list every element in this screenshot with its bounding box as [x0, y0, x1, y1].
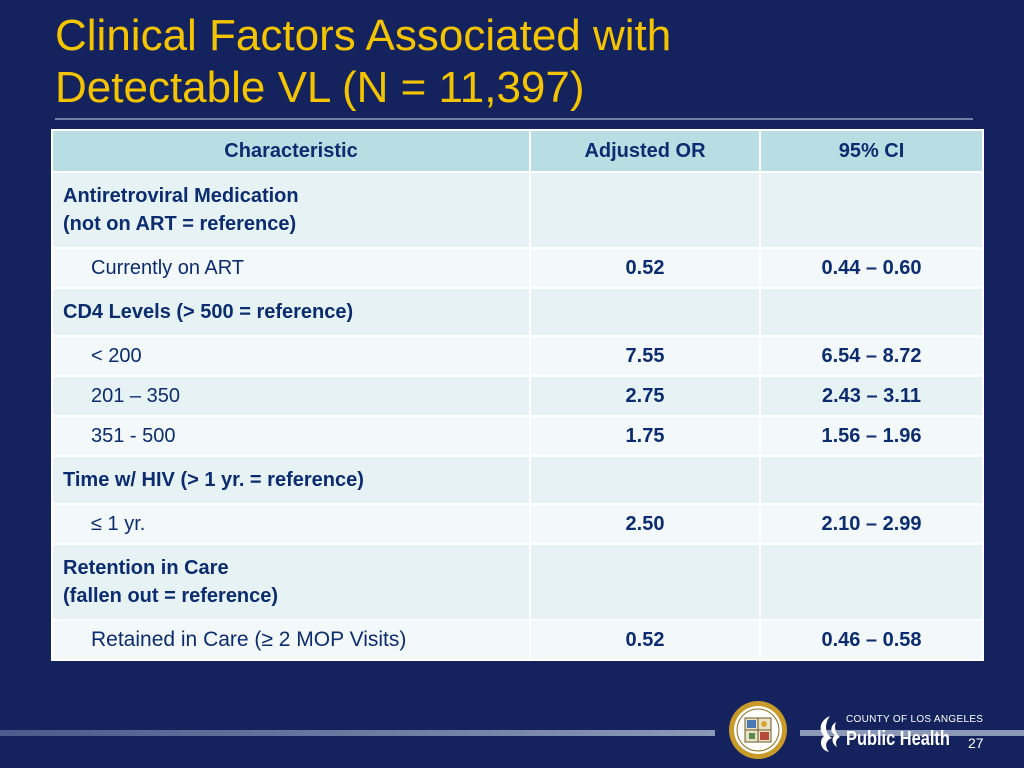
adjusted-or-cell: 7.55: [529, 335, 761, 377]
group-label-text: Retention in Care: [63, 557, 229, 579]
adjusted-or-cell: 0.52: [529, 619, 761, 661]
group-label-time-hiv: Time w/ HIV (> 1 yr. = reference): [51, 455, 531, 505]
page-number: 27: [968, 735, 984, 751]
row-label: 351 - 500: [51, 415, 531, 457]
ci-cell: 0.46 – 0.58: [759, 619, 984, 661]
ci-cell: 2.10 – 2.99: [759, 503, 984, 545]
table-row: Retained in Care (≥ 2 MOP Visits) 0.52 0…: [51, 619, 984, 661]
adjusted-or-cell: 2.50: [529, 503, 761, 545]
footer-bar: [0, 730, 715, 736]
ci-cell: 1.56 – 1.96: [759, 415, 984, 457]
header-adjusted-or: Adjusted OR: [529, 129, 761, 173]
table-row: 201 – 350 2.75 2.43 – 3.11: [51, 375, 984, 417]
title-line-1: Clinical Factors Associated with: [55, 11, 672, 60]
ci-cell: 2.43 – 3.11: [759, 375, 984, 417]
footer-bar-right: [800, 730, 1024, 736]
ci-cell: 6.54 – 8.72: [759, 335, 984, 377]
slide-title: Clinical Factors Associated with Detecta…: [55, 10, 975, 114]
adjusted-or-cell: [529, 543, 761, 621]
table-row: Antiretroviral Medication (not on ART = …: [51, 171, 984, 249]
adjusted-or-cell: 0.52: [529, 247, 761, 289]
group-label-art: Antiretroviral Medication (not on ART = …: [51, 171, 531, 249]
adjusted-or-cell: 2.75: [529, 375, 761, 417]
table-row: ≤ 1 yr. 2.50 2.10 – 2.99: [51, 503, 984, 545]
table-row: Currently on ART 0.52 0.44 – 0.60: [51, 247, 984, 289]
table-row: 351 - 500 1.75 1.56 – 1.96: [51, 415, 984, 457]
group-label-retention: Retention in Care (fallen out = referenc…: [51, 543, 531, 621]
adjusted-or-cell: 1.75: [529, 415, 761, 457]
ci-cell: 0.44 – 0.60: [759, 247, 984, 289]
adjusted-or-cell: [529, 455, 761, 505]
adjusted-or-cell: [529, 171, 761, 249]
logo-org-line: COUNTY OF LOS ANGELES: [846, 714, 984, 725]
ci-cell: [759, 455, 984, 505]
adjusted-or-cell: [529, 287, 761, 337]
ci-cell: [759, 287, 984, 337]
logo-name: Public Health: [846, 728, 950, 750]
group-label-text: Antiretroviral Medication: [63, 185, 299, 207]
title-line-2: Detectable VL (N = 11,397): [55, 63, 585, 112]
row-label: 201 – 350: [51, 375, 531, 417]
public-health-mark-icon: [820, 716, 840, 752]
group-reference-text: (not on ART = reference): [63, 213, 297, 235]
group-label-cd4: CD4 Levels (> 500 = reference): [51, 287, 531, 337]
table-row: < 200 7.55 6.54 – 8.72: [51, 335, 984, 377]
table-header-row: Characteristic Adjusted OR 95% CI: [51, 129, 984, 173]
table-row: CD4 Levels (> 500 = reference): [51, 287, 984, 337]
row-label: < 200: [51, 335, 531, 377]
public-health-logo: COUNTY OF LOS ANGELES Public Health: [816, 712, 983, 756]
header-95-ci: 95% CI: [759, 129, 984, 173]
row-label: Retained in Care (≥ 2 MOP Visits): [51, 619, 531, 661]
header-characteristic: Characteristic: [51, 129, 531, 173]
row-label: ≤ 1 yr.: [51, 503, 531, 545]
odds-ratio-table: Characteristic Adjusted OR 95% CI Antire…: [51, 129, 984, 661]
county-seal-icon: [729, 701, 787, 759]
ci-cell: [759, 171, 984, 249]
group-reference-text: (fallen out = reference): [63, 585, 279, 607]
title-divider: [55, 118, 973, 120]
ci-cell: [759, 543, 984, 621]
row-label: Currently on ART: [51, 247, 531, 289]
table-row: Time w/ HIV (> 1 yr. = reference): [51, 455, 984, 505]
table-row: Retention in Care (fallen out = referenc…: [51, 543, 984, 621]
